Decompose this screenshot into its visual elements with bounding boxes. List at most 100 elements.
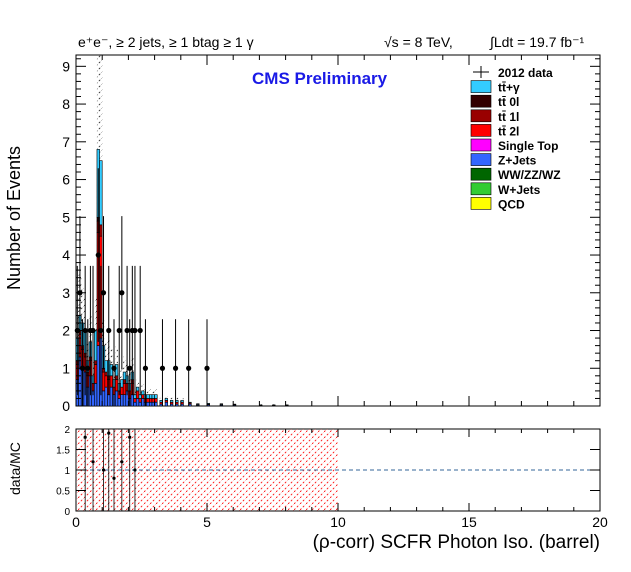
legend-entry-label: tt̄ 0l — [498, 95, 519, 109]
bar-segment — [141, 394, 145, 399]
bar-segment — [149, 394, 153, 399]
ratio-y-axis-label: data/MC — [7, 442, 23, 495]
bar-segment — [146, 401, 150, 407]
legend-swatch — [470, 138, 492, 152]
bar-segment — [109, 386, 113, 407]
data-point — [116, 327, 122, 334]
legend-entry-label: tt̄ 2l — [498, 124, 519, 138]
bar-segment — [104, 375, 108, 388]
x-axis-ticks: 0 5 10 15 20 — [72, 429, 608, 530]
y-axis-label: Number of Events — [4, 146, 24, 290]
data-points — [74, 168, 210, 406]
ratio-point — [91, 460, 95, 464]
data-point — [98, 327, 104, 334]
bar-segment — [94, 364, 98, 384]
bar-segment — [104, 360, 108, 373]
data-point — [106, 327, 112, 334]
legend-entry-label: Z+Jets — [498, 154, 537, 168]
data-point — [85, 365, 91, 371]
ratio-point — [112, 476, 116, 480]
x-axis-ticks-main — [75, 55, 601, 406]
header-energy: √s = 8 TeV, — [384, 34, 453, 50]
bar-segment — [135, 390, 140, 399]
bar-segment — [272, 404, 276, 406]
data-point — [204, 365, 210, 371]
data-point — [172, 365, 179, 371]
legend-swatch — [470, 124, 492, 137]
bar-segment — [149, 398, 153, 403]
ratio-band-fill — [76, 429, 338, 511]
legend-swatch — [470, 153, 492, 166]
legend-swatch — [470, 80, 492, 93]
ratio-point — [83, 435, 87, 439]
x-tick-label: 20 — [592, 514, 608, 530]
header-selection: e⁺e⁻, ≥ 2 jets, ≥ 1 btag ≥ 1 γ — [78, 34, 254, 50]
bar-segment — [120, 386, 124, 395]
data-point — [132, 327, 138, 334]
bar-segment — [122, 379, 127, 384]
bar-segment — [138, 401, 142, 407]
ratio-point — [133, 468, 137, 472]
ratio-point — [101, 468, 106, 472]
bar-segment — [164, 401, 169, 407]
ratio-point — [128, 435, 132, 439]
data-point — [124, 327, 130, 334]
header-lumi: ∫Ldt = 19.7 fb⁻¹ — [489, 34, 584, 50]
legend-swatch — [470, 94, 492, 108]
bar-segment — [99, 160, 103, 226]
data-point — [119, 290, 125, 296]
bar-segment — [120, 379, 124, 388]
bar-segment — [130, 394, 134, 407]
ratio-y-axis-ticks: 0 0.5 1 1.5 2 — [56, 425, 600, 518]
bar-segment — [164, 398, 169, 401]
bar-segment — [122, 394, 127, 407]
x-tick-label: 5 — [203, 514, 211, 530]
bar-segment — [170, 400, 174, 403]
bar-segment — [135, 386, 140, 392]
bar-segment — [149, 401, 153, 407]
bar-segment — [138, 398, 142, 403]
bar-segment — [94, 330, 98, 362]
bar-segment — [107, 394, 111, 407]
y-tick-label: 6 — [62, 172, 70, 188]
legend-swatch — [470, 167, 492, 181]
y-tick-label: 1 — [62, 360, 70, 376]
bar-segment — [135, 398, 140, 407]
data-point — [137, 327, 143, 334]
main-panel: 0 1 2 3 4 5 6 7 8 9 CMS Preliminary — [62, 54, 601, 414]
cms-preliminary-label: CMS Preliminary — [252, 69, 388, 88]
bar-segment — [133, 398, 137, 403]
y-tick-label: 0 — [62, 398, 70, 414]
ratio-uncertainty-band — [76, 429, 338, 511]
bar-segment — [120, 394, 124, 407]
data-point — [111, 365, 117, 371]
y-tick-label: 9 — [62, 58, 70, 74]
bar-segment — [94, 360, 98, 365]
legend-entry-label: Single Top — [498, 139, 558, 153]
bar-segment — [104, 386, 108, 407]
data-point — [100, 290, 107, 296]
data-point — [127, 365, 133, 371]
legend-entry-label: QCD — [498, 197, 525, 211]
legend-swatch — [470, 182, 492, 196]
ratio-y-tick-label: 1.5 — [56, 446, 70, 457]
ratio-panel: 0 0.5 1 1.5 2 0 5 10 15 20 — [56, 425, 608, 530]
bar-segment — [96, 345, 100, 407]
bar-segment — [146, 394, 150, 399]
y-tick-label: 2 — [62, 323, 70, 339]
uncertainty-band — [76, 55, 289, 406]
stacked-bars — [75, 149, 289, 407]
ratio-y-tick-label: 0.5 — [56, 487, 70, 498]
legend-entry-label: tt̄ 1l — [498, 110, 519, 124]
y-tick-label: 8 — [62, 96, 70, 112]
legend-entry-label: 2012 data — [498, 66, 553, 80]
x-tick-label: 0 — [72, 514, 80, 530]
bar-segment — [219, 403, 224, 405]
main-plot-frame — [75, 54, 601, 407]
data-point — [142, 365, 149, 371]
bar-segment — [115, 375, 119, 380]
legend-entry-label: tt̄+γ — [498, 81, 520, 95]
ratio-points — [83, 429, 137, 511]
bar-segment — [154, 394, 158, 399]
